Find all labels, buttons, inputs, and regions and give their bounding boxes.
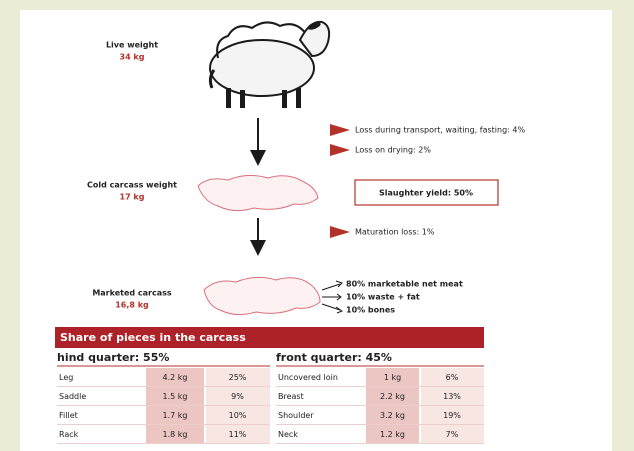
stage-label: Live weight <box>106 41 158 50</box>
piece-share: 11% <box>229 430 247 439</box>
piece-name: Neck <box>278 430 298 439</box>
quarter-header: hind quarter: 55% <box>57 351 169 364</box>
piece-name: Uncovered loin <box>278 373 338 382</box>
infographic: Slaughter yield: 50% Live weight 34 kg Col… <box>0 0 634 451</box>
piece-share: 9% <box>231 392 244 401</box>
piece-name: Rack <box>59 430 79 439</box>
piece-weight: 2.2 kg <box>380 392 405 401</box>
piece-share: 19% <box>443 411 461 420</box>
breakdown-text: 10% waste + fat <box>346 293 420 302</box>
piece-weight: 4.2 kg <box>163 373 188 382</box>
piece-name: Leg <box>59 373 73 382</box>
piece-weight: 1 kg <box>384 373 401 382</box>
panel <box>20 10 612 451</box>
page: Slaughter yield: 50% Live weight 34 kg Col… <box>0 0 634 451</box>
piece-weight: 1.2 kg <box>380 430 405 439</box>
piece-weight: 3.2 kg <box>380 411 405 420</box>
stage-label: Cold carcass weight <box>87 181 177 190</box>
piece-weight: 1.8 kg <box>163 430 188 439</box>
loss-text: Loss on drying: 2% <box>355 146 431 155</box>
piece-name: Fillet <box>59 411 78 420</box>
piece-share: 7% <box>446 430 459 439</box>
quarter-header: front quarter: 45% <box>276 351 392 364</box>
stage-label: Marketed carcass <box>92 289 172 298</box>
loss-text: Loss during transport, waiting, fasting:… <box>355 126 525 135</box>
piece-share: 25% <box>229 373 247 382</box>
piece-name: Saddle <box>59 392 86 401</box>
slaughter-yield: Slaughter yield: 50% <box>379 189 473 198</box>
table-title: Share of pieces in the carcass <box>60 331 246 344</box>
piece-weight: 1.5 kg <box>163 392 188 401</box>
stage-value: 34 kg <box>120 53 145 62</box>
breakdown-text: 10% bones <box>346 306 395 315</box>
piece-share: 10% <box>229 411 247 420</box>
loss-text: Maturation loss: 1% <box>355 228 435 237</box>
piece-name: Shoulder <box>278 411 314 420</box>
piece-weight: 1.7 kg <box>163 411 188 420</box>
piece-share: 13% <box>443 392 461 401</box>
piece-name: Breast <box>278 392 304 401</box>
breakdown-text: 80% marketable net meat <box>346 280 463 289</box>
stage-value: 17 kg <box>120 193 145 202</box>
stage-value: 16,8 kg <box>115 301 149 310</box>
piece-share: 6% <box>446 373 459 382</box>
